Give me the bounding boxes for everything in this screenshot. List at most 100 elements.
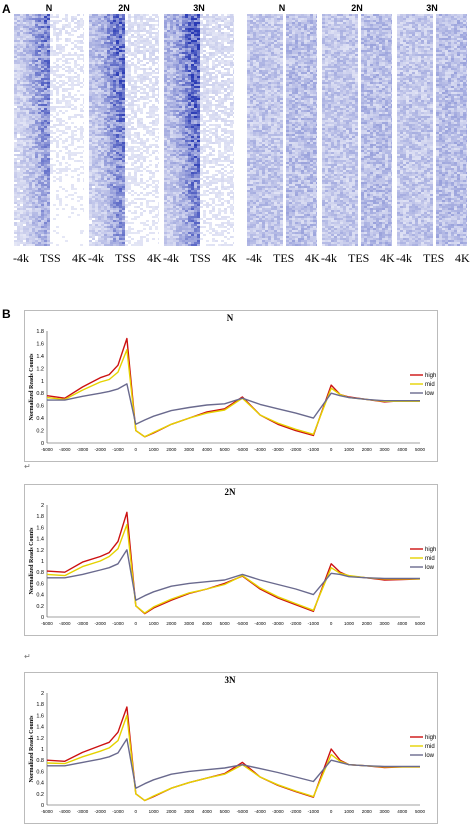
- y-tick-label: 0.8: [36, 391, 44, 397]
- x-tick-label: 0: [330, 809, 333, 814]
- y-tick-label: 0.4: [36, 781, 44, 787]
- heatmap-title: 2N: [118, 3, 130, 13]
- legend-label: high: [425, 547, 436, 553]
- x-tick-label: -5000: [237, 447, 249, 452]
- chart-title: 3N: [225, 675, 237, 685]
- heatmap-texture: [164, 14, 234, 246]
- x-tick-label: -2000: [95, 809, 107, 814]
- x-tick-label: 5000: [415, 621, 426, 626]
- heatmap-axis-label: 4K: [222, 251, 237, 265]
- x-tick-label: -5000: [41, 809, 53, 814]
- x-tick-label: -3000: [77, 621, 89, 626]
- x-tick-label: 3000: [379, 809, 390, 814]
- x-tick-label: -4000: [59, 447, 71, 452]
- heatmap-column: [89, 14, 159, 246]
- y-axis-label: Normalized Reads Counts: [29, 715, 35, 783]
- y-tick-label: 1.4: [36, 354, 44, 360]
- heatmap-axis-label: 4K: [380, 251, 395, 265]
- chart-title: N: [227, 313, 234, 323]
- legend-label: mid: [425, 382, 435, 388]
- x-tick-label: 4000: [202, 447, 213, 452]
- x-tick-label: 1000: [149, 621, 160, 626]
- x-tick-label: -2000: [95, 621, 107, 626]
- x-tick-label: -1000: [112, 809, 124, 814]
- x-tick-label: 0: [135, 809, 138, 814]
- x-tick-label: -3000: [272, 447, 284, 452]
- x-tick-label: -4000: [254, 447, 266, 452]
- series-line-low: [47, 549, 420, 601]
- x-tick-label: 5000: [415, 447, 426, 452]
- x-tick-label: 5000: [220, 809, 231, 814]
- profile-plot-n: N Normalized Reads Counts 0 0.2 0.4 0.6 0.8 1 1.…: [24, 310, 438, 462]
- x-tick-label: 4000: [397, 809, 408, 814]
- heatmap-axis-label: -4k: [246, 251, 262, 265]
- x-tick-label: -3000: [77, 447, 89, 452]
- y-tick-label: 1: [41, 379, 44, 385]
- y-tick-label: 1.8: [36, 514, 44, 520]
- legend-label: high: [425, 735, 436, 741]
- x-tick-label: 2000: [362, 809, 373, 814]
- heatmap-axis-label: TES: [423, 251, 445, 265]
- x-tick-label: -4000: [254, 809, 266, 814]
- y-tick-label: 0.4: [36, 416, 44, 422]
- y-tick-label: 0: [41, 803, 44, 809]
- heatmap-title: 3N: [193, 3, 205, 13]
- x-tick-label: 4000: [202, 809, 213, 814]
- heatmap-column: [14, 14, 84, 246]
- heatmap-title: N: [278, 3, 286, 13]
- y-tick-label: 0.8: [36, 570, 44, 576]
- heatmap-texture: [247, 14, 317, 246]
- y-tick-label: 1.8: [36, 329, 44, 335]
- return-mark: ↵: [24, 652, 31, 661]
- series-line-low: [47, 738, 420, 789]
- x-tick-label: -2000: [290, 621, 302, 626]
- y-tick-label: 0.6: [36, 404, 44, 410]
- x-tick-label: 5000: [220, 447, 231, 452]
- heatmap-axis-label: TSS: [115, 251, 136, 265]
- y-tick-label: 1: [41, 559, 44, 565]
- y-tick-label: 1.2: [36, 548, 44, 554]
- profile-chart-2n: 2N Normalized Reads Counts 0 0.2 0.4 0.6 0.8 1 1…: [29, 487, 436, 626]
- x-tick-label: 3000: [184, 447, 195, 452]
- heatmap-axis-label: 4K: [72, 251, 87, 265]
- y-axis-label: Normalized Reads Counts: [29, 527, 35, 595]
- heatmap-axis-label: -4k: [396, 251, 412, 265]
- y-tick-label: 2: [41, 691, 44, 697]
- heatmap-axis-label: TES: [348, 251, 370, 265]
- profile-chart-3n: 3N Normalized Reads Counts 0 0.2 0.4 0.6 0.8 1 1…: [29, 675, 436, 814]
- x-tick-label: -5000: [237, 621, 249, 626]
- y-tick-label: 0.6: [36, 581, 44, 587]
- x-tick-label: -5000: [237, 809, 249, 814]
- x-tick-label: -1000: [308, 621, 320, 626]
- legend-label: low: [425, 753, 435, 759]
- profile-chart-n: N Normalized Reads Counts 0 0.2 0.4 0.6 0.8 1 1.…: [29, 313, 436, 452]
- heatmap-axis-label: TSS: [40, 251, 61, 265]
- heatmap-column: [164, 14, 234, 246]
- x-tick-label: -1000: [308, 447, 320, 452]
- heatmap-title: N: [45, 3, 53, 13]
- panel-a-label: A: [2, 2, 11, 16]
- heatmap-axis-label: 4K: [147, 251, 162, 265]
- heatmap-axis-label: 4K: [455, 251, 470, 265]
- x-tick-label: 3000: [184, 809, 195, 814]
- x-tick-label: 0: [135, 447, 138, 452]
- heatmap-axis-label: -4k: [88, 251, 104, 265]
- y-tick-label: 1.6: [36, 341, 44, 347]
- x-tick-label: 4000: [397, 621, 408, 626]
- x-tick-label: 4000: [397, 447, 408, 452]
- x-tick-label: 1000: [344, 809, 355, 814]
- heatmap-title: 3N: [426, 3, 438, 13]
- return-mark: ↵: [24, 462, 31, 471]
- series-line-mid: [46, 523, 420, 614]
- y-tick-label: 1.2: [36, 366, 44, 372]
- y-tick-label: 1.2: [36, 736, 44, 742]
- x-tick-label: -3000: [272, 809, 284, 814]
- heatmap-axis-label: -4k: [163, 251, 179, 265]
- y-tick-label: 0.6: [36, 769, 44, 775]
- x-tick-label: -2000: [290, 809, 302, 814]
- y-tick-label: 1.4: [36, 537, 44, 543]
- x-tick-label: 1000: [149, 447, 160, 452]
- heatmap-axis-label: -4k: [13, 251, 29, 265]
- x-tick-label: -3000: [77, 809, 89, 814]
- y-tick-label: 0.2: [36, 429, 44, 435]
